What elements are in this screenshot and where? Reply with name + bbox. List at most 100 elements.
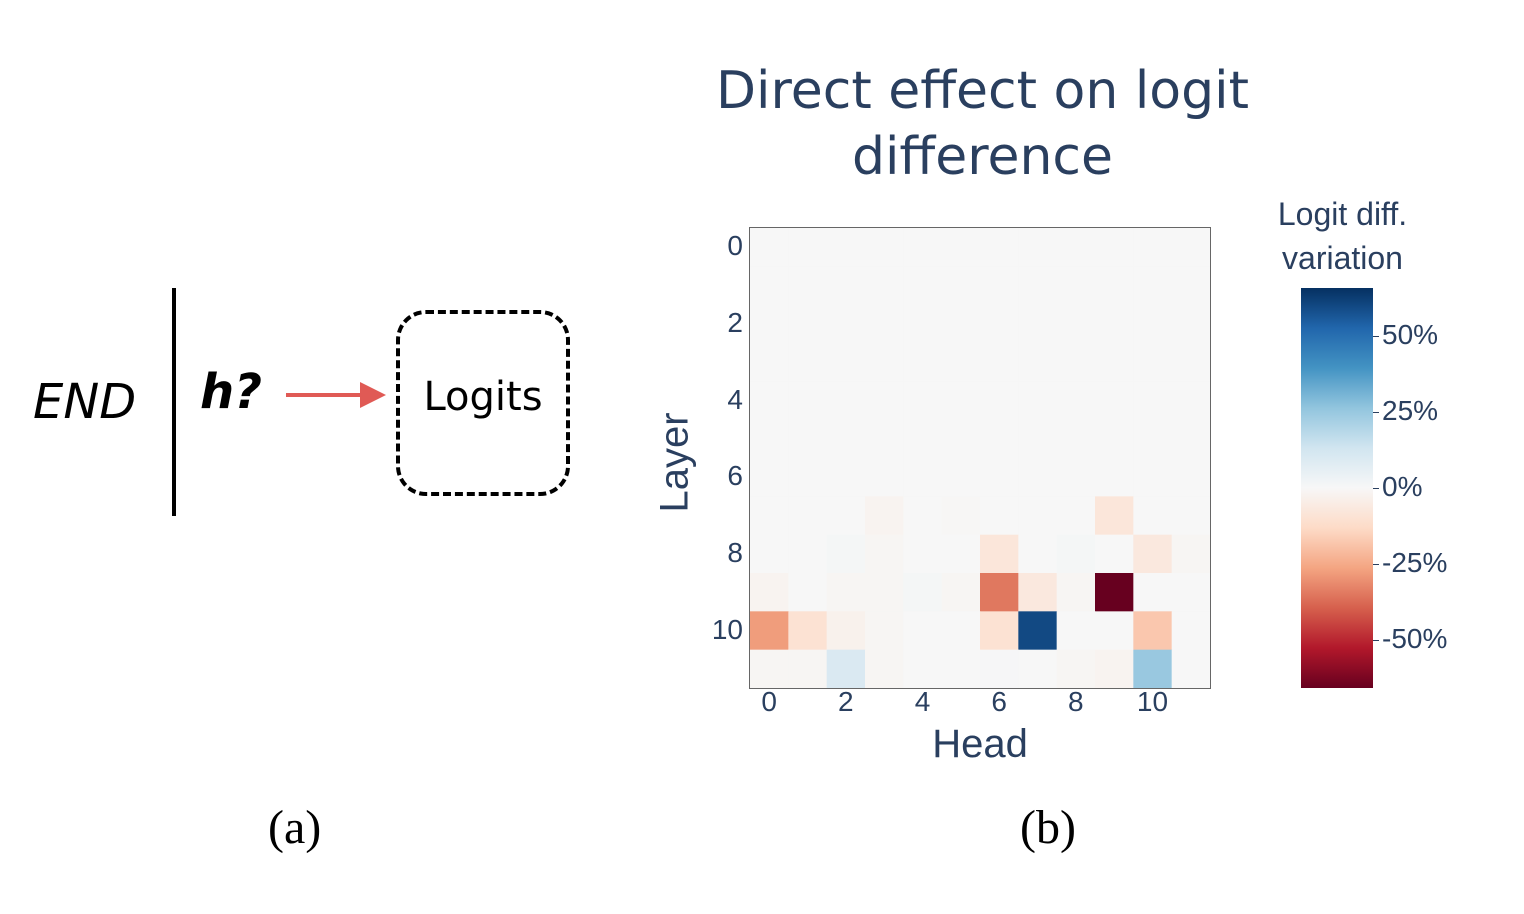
heatmap-cell-L6-H4 [903, 458, 943, 497]
heatmap-cell-L1-H0 [750, 266, 789, 306]
y-tick-label: 10 [711, 613, 743, 645]
heatmap-cell-L11-H10 [1133, 649, 1173, 689]
heatmap-cell-L10-H5 [941, 611, 981, 651]
heatmap-cell-L11-H7 [1018, 649, 1058, 689]
heatmap-cell-L11-H9 [1095, 649, 1134, 689]
heatmap-cell-L11-H3 [865, 649, 904, 689]
heatmap-cell-L2-H5 [941, 304, 981, 344]
heatmap-cell-L2-H1 [788, 304, 828, 344]
heatmap-cell-L11-H8 [1056, 649, 1096, 689]
heatmap-cell-L7-H11 [1171, 496, 1211, 536]
heatmap-cell-L10-H2 [826, 611, 866, 651]
heatmap-cell-L9-H9 [1095, 573, 1134, 612]
heatmap-cell-L10-H4 [903, 611, 943, 651]
heatmap-cell-L6-H0 [750, 458, 789, 497]
head-label: h? [200, 364, 263, 420]
heatmap-cell-L2-H4 [903, 304, 943, 344]
heatmap-cell-L11-H5 [941, 649, 981, 689]
heatmap-cell-L9-H8 [1056, 573, 1096, 612]
heatmap-cell-L1-H2 [826, 266, 866, 306]
heatmap-cell-L7-H3 [865, 496, 904, 536]
x-tick-label: 6 [991, 686, 1007, 717]
heatmap-cell-L3-H8 [1056, 343, 1096, 382]
heatmap-cell-L11-H6 [980, 649, 1019, 689]
chart-title-line-2: difference [851, 127, 1114, 187]
heatmap-cell-L4-H9 [1095, 381, 1134, 421]
colorbar-tick-label: 25% [1382, 395, 1439, 427]
heatmap-cell-L5-H1 [788, 419, 828, 459]
heatmap-cell-L0-H5 [941, 228, 981, 267]
colorbar-tick-mark [1373, 563, 1379, 565]
heatmap-cell-L3-H5 [941, 343, 981, 382]
colorbar-tick-label: -25% [1382, 546, 1448, 578]
heatmap-cell-L6-H10 [1133, 458, 1173, 497]
heatmap-cell-L11-H2 [826, 649, 866, 689]
heatmap-cell-L2-H6 [980, 304, 1019, 344]
heatmap-cell-L8-H5 [941, 534, 981, 574]
heatmap-cell-L10-H11 [1171, 611, 1211, 651]
heatmap-cell-L4-H3 [865, 381, 904, 421]
heatmap-cell-L5-H4 [903, 419, 943, 459]
heatmap-cell-L11-H0 [750, 649, 789, 689]
heatmap-cell-L3-H3 [865, 343, 904, 382]
heatmap-cell-L10-H7 [1018, 611, 1058, 651]
heatmap-cell-L7-H5 [941, 496, 981, 536]
y-tick-label: 8 [727, 536, 743, 568]
heatmap-cell-L4-H10 [1133, 381, 1173, 421]
heatmap-cell-L3-H6 [980, 343, 1019, 382]
x-tick-label: 4 [914, 686, 931, 717]
heatmap-cell-L5-H3 [865, 419, 904, 459]
heatmap-cell-L6-H9 [1095, 458, 1134, 497]
heatmap-cell-L1-H7 [1018, 266, 1058, 306]
colorbar-tick-mark [1373, 639, 1379, 641]
heatmap-cell-L0-H10 [1133, 228, 1173, 267]
heatmap-cell-L0-H9 [1095, 228, 1134, 267]
heatmap-cell-L7-H1 [788, 496, 828, 536]
heatmap-cell-L1-H9 [1095, 266, 1134, 306]
logits-box [396, 310, 570, 496]
colorbar-tick-mark [1373, 488, 1379, 489]
heatmap-cell-L4-H11 [1171, 381, 1211, 421]
heatmap-cell-L2-H8 [1056, 304, 1096, 344]
heatmap-cell-L5-H10 [1133, 419, 1173, 459]
heatmap-cell-L11-H11 [1171, 649, 1211, 689]
colorbar-title-line-1: Logit diff. [1277, 196, 1408, 232]
heatmap-cell-L0-H1 [788, 228, 828, 267]
heatmap-cell-L4-H6 [980, 381, 1019, 421]
heatmap-cell-L1-H4 [903, 266, 943, 306]
heatmap-cell-L2-H2 [826, 304, 866, 344]
separator-line [172, 288, 176, 516]
heatmap-cell-L7-H8 [1056, 496, 1096, 536]
heatmap-cell-L5-H0 [750, 419, 789, 459]
y-tick-label: 6 [727, 460, 743, 492]
heatmap-cell-L8-H8 [1056, 534, 1096, 574]
x-tick-label: 0 [761, 686, 777, 717]
heatmap-cell-L9-H1 [788, 573, 828, 612]
heatmap-cell-L6-H1 [788, 458, 828, 497]
y-tick-label: 2 [727, 306, 743, 338]
arrow-icon [286, 382, 386, 408]
x-tick-label: 8 [1068, 686, 1084, 717]
heatmap-cell-L5-H2 [826, 419, 866, 459]
heatmap-cell-L8-H0 [750, 534, 789, 574]
heatmap-cell-L0-H6 [980, 228, 1019, 267]
heatmap-cell-L3-H9 [1095, 343, 1134, 382]
heatmap-cell-L10-H10 [1133, 611, 1173, 651]
colorbar-title: Logit diff. variation [1250, 192, 1435, 280]
colorbar-title-line-2: variation [1282, 240, 1403, 276]
heatmap-cell-L8-H9 [1095, 534, 1134, 574]
heatmap-cell-L6-H3 [865, 458, 904, 497]
heatmap-cell-L10-H9 [1095, 611, 1134, 651]
colorbar [1301, 288, 1373, 688]
heatmap-cell-L6-H8 [1056, 458, 1096, 497]
heatmap-cell-L10-H3 [865, 611, 904, 651]
heatmap-cell-L1-H5 [941, 266, 981, 306]
heatmap-cell-L3-H4 [903, 343, 943, 382]
heatmap-cell-L8-H11 [1171, 534, 1211, 574]
heatmap-cell-L9-H0 [750, 573, 789, 612]
heatmap-cell-L6-H7 [1018, 458, 1058, 497]
caption-a: (a) [268, 801, 322, 854]
heatmap-cell-L5-H11 [1171, 419, 1211, 459]
heatmap-cell-L3-H11 [1171, 343, 1211, 382]
